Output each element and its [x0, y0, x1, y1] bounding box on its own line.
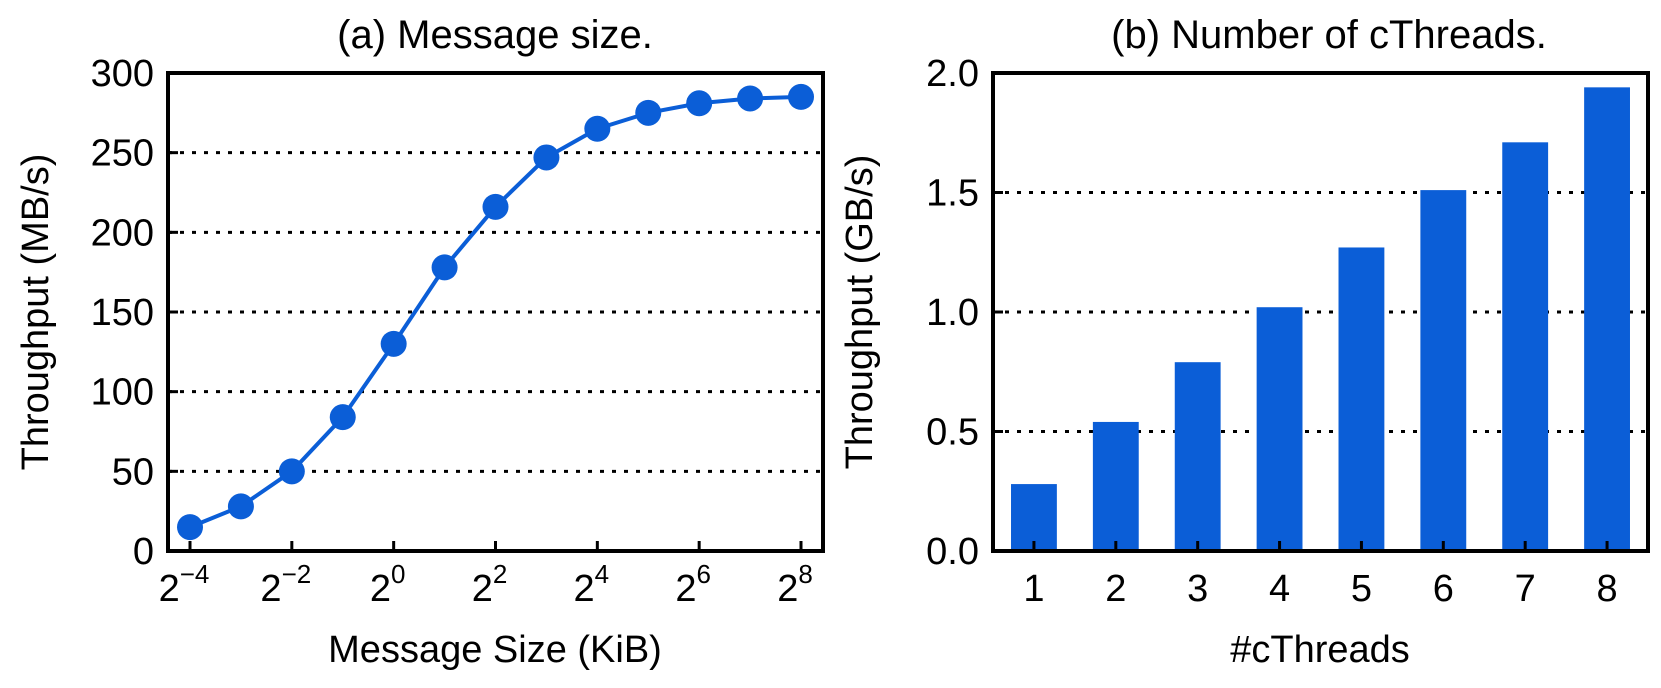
panel-a-data-point: [737, 85, 764, 112]
panel-b-x-tick-label: 8: [1596, 568, 1617, 610]
panel-a-data-point: [584, 115, 611, 142]
panel-a-data-point: [788, 83, 814, 110]
panel-b-y-tick-label: 1.0: [926, 292, 979, 334]
panel-a-data-point: [329, 404, 356, 431]
panel-a-x-tick-label: 24: [574, 559, 610, 610]
panel-b-x-axis-label: #cThreads: [1230, 629, 1410, 671]
panel-a-grid: [168, 151, 823, 473]
panel-b-bar: [1011, 484, 1057, 551]
panel-a-y-tick-label: 200: [91, 212, 154, 254]
panel-a-y-tick-label: 50: [112, 451, 154, 493]
panel-b-x-tick-label: 6: [1433, 568, 1454, 610]
panel-a-data-point: [482, 193, 509, 220]
panel-b-x-tick-label: 2: [1105, 568, 1126, 610]
panel-b-grid: [993, 191, 1648, 433]
panel-a-x-tick-label: 26: [675, 559, 711, 610]
panel-b-bar: [1256, 307, 1303, 551]
panel-a-series: [177, 83, 814, 541]
panel-b-frame: [991, 71, 1650, 553]
panel-a-title: (a) Message size.: [337, 13, 653, 57]
panel-a-data-point: [278, 458, 305, 485]
panel-a-x-tick-label: 28: [777, 559, 813, 610]
panel-b-bar: [1174, 362, 1221, 551]
panel-a: (a) Message size. 0 50 100 150 200 250 300 2−4…: [15, 13, 825, 671]
panel-a-x-ticks: 2−4 2−2 20 22 24 26 28: [159, 541, 813, 610]
panel-b-x-tick-label: 1: [1023, 568, 1044, 610]
panel-a-y-tick-label: 100: [91, 372, 154, 414]
panel-b-x-tick-label: 7: [1515, 568, 1536, 610]
panel-a-y-tick-label: 250: [91, 133, 154, 175]
panel-a-y-tick-label: 150: [91, 292, 154, 334]
panel-a-data-point: [431, 254, 458, 281]
panel-a-y-tick-label: 300: [91, 53, 154, 95]
panel-b-bar: [1502, 142, 1549, 551]
panel-b-x-tick-label: 4: [1269, 568, 1290, 610]
panel-b-bar: [1338, 247, 1385, 551]
panel-b-y-tick-label: 0.5: [926, 412, 979, 454]
panel-a-y-ticks: 0 50 100 150 200 250 300: [91, 53, 178, 573]
panel-a-x-tick-label: 2−4: [159, 559, 210, 610]
panel-a-data-point: [380, 330, 407, 357]
panel-a-y-axis-label: Throughput (MB/s): [15, 154, 57, 471]
panel-a-x-axis-label: Message Size (KiB): [328, 629, 662, 671]
panel-b-title: (b) Number of cThreads.: [1111, 13, 1547, 57]
panel-a-data-point: [686, 90, 713, 117]
panel-b-y-axis-label: Throughput (GB/s): [839, 155, 881, 470]
panel-a-x-tick-label: 22: [472, 559, 508, 610]
panel-a-frame: [166, 71, 825, 553]
panel-b-bar: [1584, 87, 1630, 551]
panel-b-y-tick-label: 1.5: [926, 173, 979, 215]
panel-b-x-tick-label: 5: [1351, 568, 1372, 610]
panel-b-bar: [1420, 190, 1467, 552]
panel-b-bar: [1092, 421, 1139, 551]
panel-b-y-ticks: 0.0 0.5 1.0 1.5 2.0: [926, 53, 1003, 573]
panel-a-data-point: [227, 493, 254, 520]
panel-b-x-tick-label: 3: [1187, 568, 1208, 610]
panel-a-data-point: [635, 99, 662, 126]
panel-a-data-point: [533, 144, 560, 171]
panel-a-y-tick-label: 0: [133, 531, 154, 573]
panel-a-x-tick-label: 2−2: [260, 559, 311, 610]
panel-a-x-tick-label: 20: [370, 559, 406, 610]
panel-a-data-point: [177, 514, 203, 541]
panel-b: (b) Number of cThreads. 0.00.51.01.52.0 …: [839, 13, 1650, 671]
panel-b-y-tick-label: 2.0: [926, 53, 979, 95]
panel-b-bars: [1011, 87, 1630, 552]
panel-b-y-tick-label: 0.0: [926, 531, 979, 573]
